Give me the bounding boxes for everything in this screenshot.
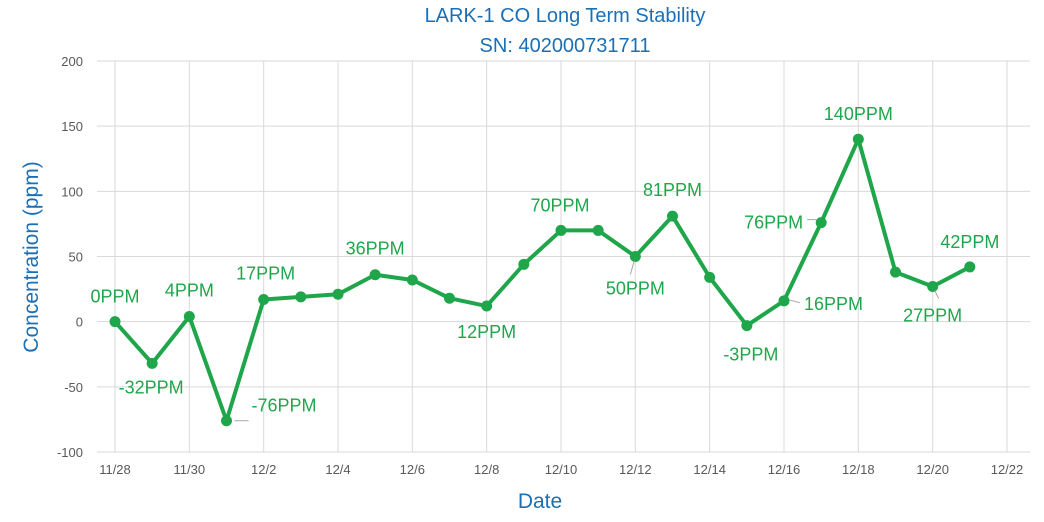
x-tick-label: 12/4 <box>325 462 350 477</box>
data-point <box>704 271 716 283</box>
x-axis-title: Date <box>518 490 562 513</box>
data-point <box>741 320 753 332</box>
y-tick-label: -100 <box>57 445 83 460</box>
data-point <box>406 274 418 286</box>
data-point <box>295 291 307 303</box>
data-label: -76PPM <box>252 396 317 416</box>
data-point <box>964 261 976 273</box>
data-label: 42PPM <box>940 232 999 252</box>
data-label-leader <box>788 299 801 304</box>
data-point <box>518 258 530 270</box>
data-label: 81PPM <box>643 180 702 200</box>
data-point <box>815 217 827 229</box>
x-axis-ticks: 11/28 11/30 12/2 12/4 12/6 12/8 12/10 12/12 12/1… <box>99 462 1023 477</box>
x-tick-label: 12/8 <box>474 462 499 477</box>
x-tick-label: 12/22 <box>991 462 1024 477</box>
data-label: -3PPM <box>723 345 778 365</box>
data-label: 50PPM <box>606 279 665 299</box>
data-point <box>927 280 939 292</box>
y-axis-ticks: -100 -50 0 50 100 150 200 <box>57 54 83 460</box>
x-tick-label: 12/2 <box>251 462 276 477</box>
data-point <box>332 288 344 300</box>
chart-title: LARK-1 CO Long Term Stability <box>425 5 706 27</box>
x-tick-label: 11/30 <box>174 462 206 477</box>
y-tick-label: -50 <box>64 380 83 395</box>
data-point <box>778 295 790 307</box>
y-tick-label: 50 <box>69 250 83 265</box>
data-point <box>555 224 567 236</box>
data-label: 27PPM <box>903 305 962 325</box>
data-point <box>481 300 493 312</box>
data-point <box>852 133 864 145</box>
chart-subtitle: SN: 402000731711 <box>480 35 651 57</box>
data-label: 140PPM <box>824 104 893 124</box>
data-point <box>369 269 381 281</box>
data-label-leader <box>629 260 635 275</box>
grid <box>97 60 1030 453</box>
data-label: 4PPM <box>165 280 214 300</box>
x-tick-label: 12/6 <box>400 462 425 477</box>
data-point <box>444 292 455 304</box>
data-point <box>629 251 641 262</box>
series-line <box>113 137 971 423</box>
data-label: 12PPM <box>457 322 516 342</box>
data-labels: 0PPM -32PPM 4PPM -76PPM 17PPM 36PPM 12PPM 70PPM… <box>90 104 999 422</box>
data-label: 17PPM <box>236 264 295 284</box>
x-tick-label: 12/16 <box>768 462 801 477</box>
data-label: -32PPM <box>119 377 184 397</box>
x-tick-label: 12/14 <box>693 462 726 477</box>
data-point <box>592 224 604 236</box>
data-label-leader <box>934 290 940 299</box>
x-tick-label: 12/18 <box>842 462 875 477</box>
y-tick-label: 100 <box>61 184 83 199</box>
data-point <box>258 294 270 306</box>
data-point <box>183 310 195 322</box>
data-label: 36PPM <box>346 239 405 259</box>
y-tick-label: 150 <box>61 119 83 134</box>
data-point <box>221 415 232 427</box>
data-point <box>890 266 901 278</box>
data-point <box>667 210 678 222</box>
x-tick-label: 12/10 <box>545 462 578 477</box>
x-tick-label: 12/20 <box>916 462 949 477</box>
series-group <box>109 133 976 427</box>
data-label: 76PPM <box>744 213 803 233</box>
data-label: 70PPM <box>530 195 589 215</box>
data-point <box>109 316 121 328</box>
data-point <box>146 357 158 369</box>
y-tick-label: 0 <box>76 315 83 330</box>
data-label: 16PPM <box>804 294 863 314</box>
y-axis-title: Concentration (ppm) <box>20 161 43 352</box>
x-tick-label: 11/28 <box>99 462 131 477</box>
x-tick-label: 12/12 <box>619 462 652 477</box>
data-label: 0PPM <box>90 287 139 307</box>
y-tick-label: 200 <box>61 54 83 69</box>
